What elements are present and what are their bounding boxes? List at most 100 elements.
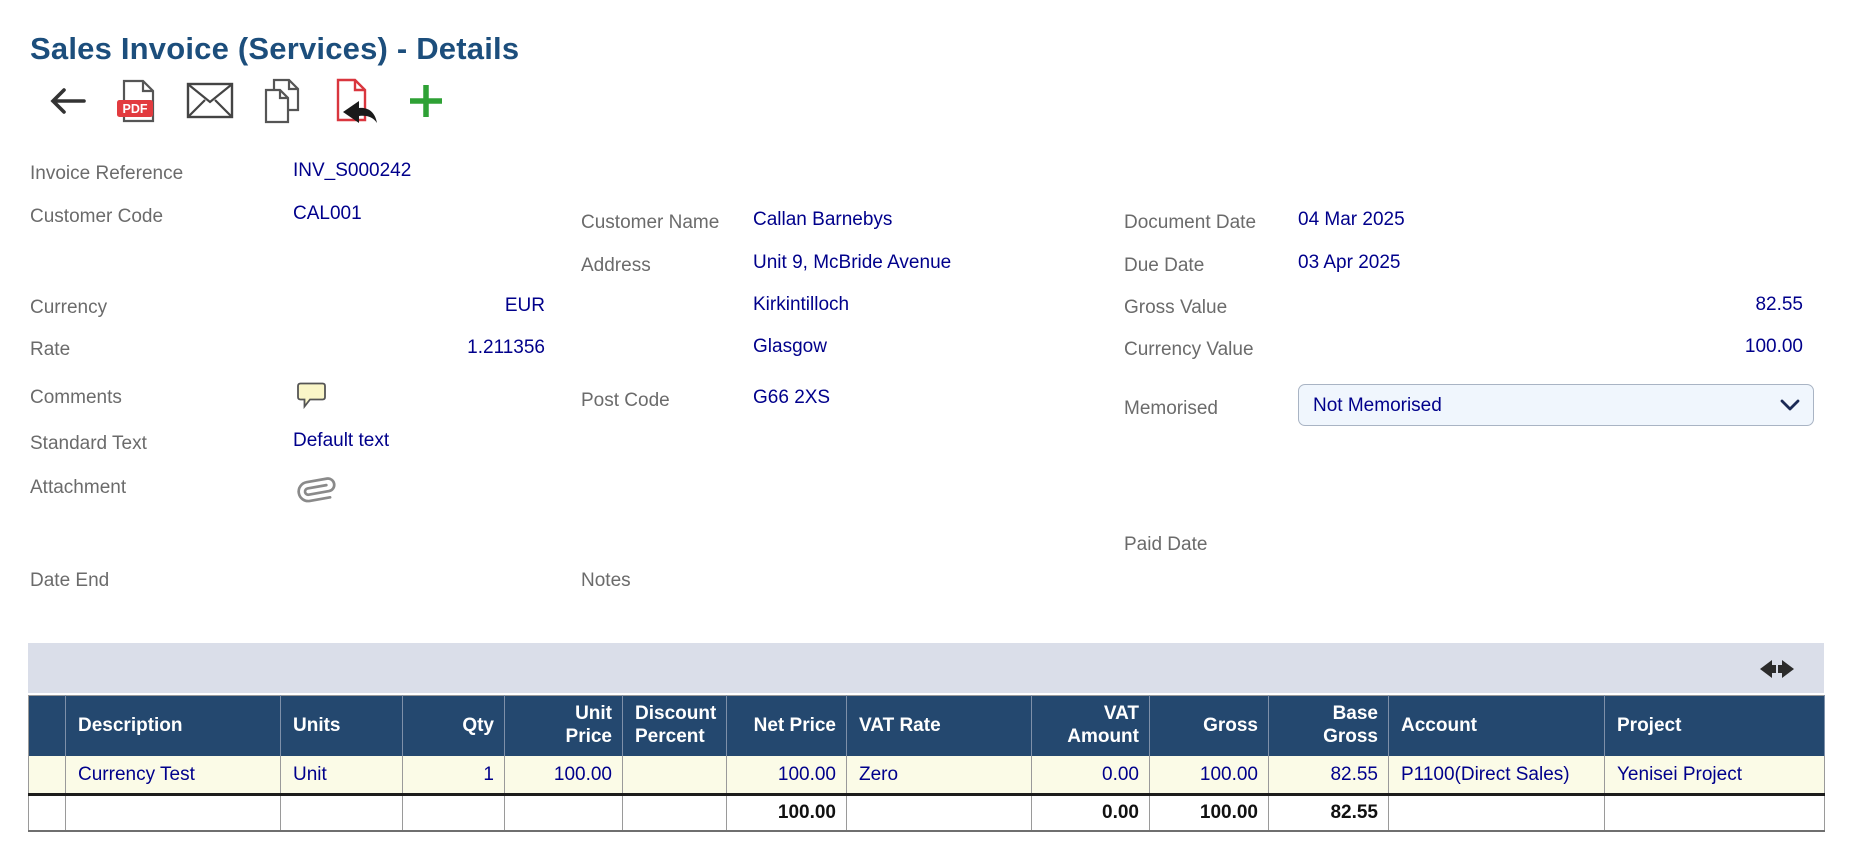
customer-name-value: Callan Barnebys bbox=[753, 209, 893, 230]
column-header-rownum bbox=[28, 695, 66, 756]
line-items-panel: Description Units Qty Unit Price Discoun… bbox=[28, 643, 1825, 832]
copy-from-document-icon bbox=[330, 77, 380, 127]
add-button[interactable] bbox=[406, 81, 446, 124]
cell-vat-rate: Zero bbox=[846, 756, 1032, 795]
copy-from-button[interactable] bbox=[330, 77, 380, 127]
cell-qty: 1 bbox=[402, 756, 505, 795]
line-items-table: Description Units Qty Unit Price Discoun… bbox=[28, 695, 1825, 832]
comments-label: Comments bbox=[30, 387, 122, 408]
total-description bbox=[65, 793, 281, 832]
address-line-3: Glasgow bbox=[753, 336, 827, 357]
column-header-project: Project bbox=[1604, 695, 1825, 756]
resize-columns-button[interactable] bbox=[1758, 657, 1796, 684]
paperclip-icon bbox=[297, 466, 336, 517]
total-units bbox=[280, 793, 403, 832]
currency-value-label: Currency Value bbox=[1124, 339, 1254, 360]
cell-unit-price: 100.00 bbox=[504, 756, 623, 795]
pdf-button[interactable]: PDF bbox=[114, 78, 160, 127]
resize-horizontal-icon bbox=[1758, 660, 1796, 684]
customer-code-label: Customer Code bbox=[30, 206, 164, 227]
total-rownum bbox=[28, 793, 66, 832]
copy-button[interactable] bbox=[260, 78, 304, 127]
customer-name-label: Customer Name bbox=[581, 212, 720, 233]
total-gross: 100.00 bbox=[1149, 793, 1269, 832]
cell-units: Unit bbox=[280, 756, 403, 795]
cell-discount-percent bbox=[622, 756, 727, 795]
table-totals-row: 100.00 0.00 100.00 82.55 bbox=[28, 793, 1825, 832]
copy-icon bbox=[260, 78, 304, 127]
cell-gross: 100.00 bbox=[1149, 756, 1269, 795]
page-title: Sales Invoice (Services) - Details bbox=[30, 30, 520, 66]
back-arrow-icon bbox=[44, 83, 88, 122]
total-project bbox=[1604, 793, 1825, 832]
total-discount-percent bbox=[622, 793, 727, 832]
table-row[interactable]: Currency Test Unit 1 100.00 100.00 Zero … bbox=[28, 756, 1825, 795]
rate-label: Rate bbox=[30, 339, 71, 360]
column-header-vat-amount: VAT Amount bbox=[1031, 695, 1150, 756]
email-envelope-icon bbox=[186, 82, 234, 122]
column-header-units: Units bbox=[280, 695, 403, 756]
currency-label: Currency bbox=[30, 297, 108, 318]
invoice-reference-label: Invoice Reference bbox=[30, 163, 184, 184]
cell-project: Yenisei Project bbox=[1604, 756, 1825, 795]
column-header-gross: Gross bbox=[1149, 695, 1269, 756]
column-header-discount-percent: Discount Percent bbox=[622, 695, 727, 756]
address-line-2: Kirkintilloch bbox=[753, 294, 850, 315]
comments-button[interactable] bbox=[296, 382, 327, 412]
customer-code-value: CAL001 bbox=[293, 203, 362, 224]
comment-bubble-icon bbox=[296, 382, 327, 412]
memorised-label: Memorised bbox=[1124, 398, 1218, 419]
cell-rownum bbox=[28, 756, 66, 795]
back-button[interactable] bbox=[44, 83, 88, 122]
attachment-button[interactable] bbox=[297, 466, 336, 517]
gross-value-value: 82.55 bbox=[1755, 294, 1803, 315]
table-header-row: Description Units Qty Unit Price Discoun… bbox=[28, 695, 1825, 756]
standard-text-value: Default text bbox=[293, 430, 390, 451]
attachment-label: Attachment bbox=[30, 477, 127, 498]
memorised-select-wrap: Not Memorised bbox=[1298, 384, 1814, 426]
notes-label: Notes bbox=[581, 570, 631, 591]
column-header-base-gross: Base Gross bbox=[1268, 695, 1389, 756]
column-header-vat-rate: VAT Rate bbox=[846, 695, 1032, 756]
invoice-reference-value: INV_S000242 bbox=[293, 160, 412, 181]
document-date-label: Document Date bbox=[1124, 212, 1257, 233]
email-button[interactable] bbox=[186, 82, 234, 122]
rate-value: 1.211356 bbox=[467, 337, 545, 358]
add-plus-icon bbox=[406, 81, 446, 124]
total-vat-rate bbox=[846, 793, 1032, 832]
pdf-icon: PDF bbox=[114, 78, 160, 127]
cell-account: P1100(Direct Sales) bbox=[1388, 756, 1605, 795]
address-label: Address bbox=[581, 255, 651, 276]
standard-text-label: Standard Text bbox=[30, 433, 147, 454]
cell-description: Currency Test bbox=[65, 756, 281, 795]
total-qty bbox=[402, 793, 505, 832]
total-net-price: 100.00 bbox=[726, 793, 847, 832]
due-date-value: 03 Apr 2025 bbox=[1298, 252, 1401, 273]
column-header-qty: Qty bbox=[402, 695, 505, 756]
cell-net-price: 100.00 bbox=[726, 756, 847, 795]
total-vat-amount: 0.00 bbox=[1031, 793, 1150, 832]
post-code-value: G66 2XS bbox=[753, 387, 831, 408]
cell-base-gross: 82.55 bbox=[1268, 756, 1389, 795]
toolbar: PDF bbox=[44, 76, 446, 128]
column-header-net-price: Net Price bbox=[726, 695, 847, 756]
column-header-description: Description bbox=[65, 695, 281, 756]
document-date-value: 04 Mar 2025 bbox=[1298, 209, 1405, 230]
due-date-label: Due Date bbox=[1124, 255, 1205, 276]
address-line-1: Unit 9, McBride Avenue bbox=[753, 252, 952, 273]
memorised-select[interactable]: Not Memorised bbox=[1298, 384, 1814, 426]
svg-text:PDF: PDF bbox=[123, 102, 148, 116]
date-end-label: Date End bbox=[30, 570, 110, 591]
column-header-unit-price: Unit Price bbox=[504, 695, 623, 756]
gross-value-label: Gross Value bbox=[1124, 297, 1228, 318]
post-code-label: Post Code bbox=[581, 390, 670, 411]
grid-toolbar-bar bbox=[28, 643, 1824, 695]
total-unit-price bbox=[504, 793, 623, 832]
column-header-account: Account bbox=[1388, 695, 1605, 756]
currency-value-value: 100.00 bbox=[1744, 336, 1803, 357]
total-account bbox=[1388, 793, 1605, 832]
currency-value: EUR bbox=[504, 295, 545, 316]
total-base-gross: 82.55 bbox=[1268, 793, 1389, 832]
cell-vat-amount: 0.00 bbox=[1031, 756, 1150, 795]
